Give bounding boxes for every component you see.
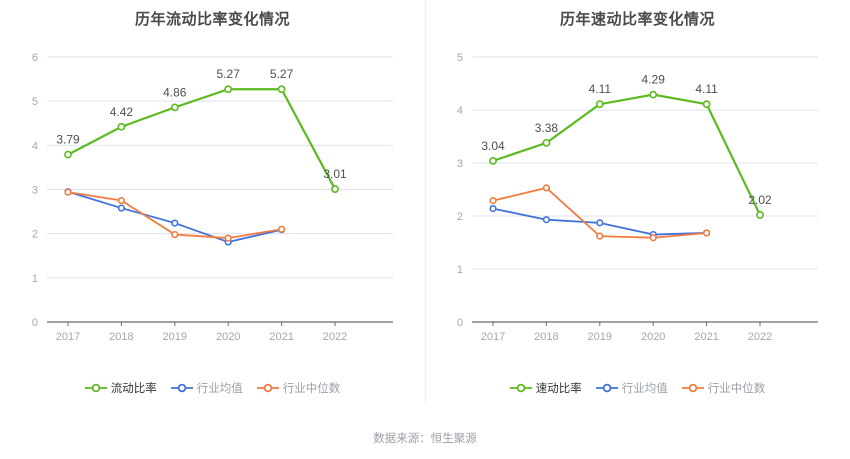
y-axis-tick: 0 — [457, 317, 463, 329]
legend-item-1[interactable]: 流动比率 — [84, 380, 157, 396]
y-axis-tick: 2 — [457, 211, 463, 223]
x-axis-tick: 2019 — [163, 331, 187, 343]
panel-quick-ratio: 历年速动比率变化情况 0 1 2 3 4 5 2017 2018 2019 2020 2021 202… — [425, 0, 850, 420]
x-axis-tick: 2020 — [641, 331, 665, 343]
y-axis-tick: 5 — [32, 96, 38, 108]
legend-current-ratio: 流动比率 行业均值 行业中位数 — [0, 380, 425, 396]
x-axis-tick: 2022 — [323, 331, 347, 343]
legend-item-2[interactable]: 行业均值 — [170, 380, 243, 396]
panel-current-ratio: 历年流动比率变化情况 0 1 2 3 4 5 6 2017 2018 2019 2020 2021 20… — [0, 0, 425, 420]
legend-label: 行业均值 — [621, 383, 668, 395]
legend-item-3[interactable]: 行业中位数 — [256, 380, 341, 396]
y-axis-tick: 0 — [32, 317, 38, 329]
legend-quick-ratio: 速动比率 行业均值 行业中位数 — [425, 380, 850, 396]
line-chart-quick-ratio: 0 1 2 3 4 5 2017 2018 2019 2020 2021 2022 3.04 3.38 4.… — [425, 0, 850, 360]
data-point-label: 3.38 — [535, 121, 559, 135]
legend-item-2[interactable]: 行业均值 — [595, 380, 668, 396]
data-point — [756, 211, 764, 219]
data-point — [64, 188, 72, 196]
chart-title-quick-ratio: 历年速动比率变化情况 — [559, 11, 715, 28]
legend-label: 流动比率 — [110, 383, 157, 395]
data-point-label: 3.79 — [56, 133, 80, 147]
x-axis-tick: 2017 — [481, 331, 505, 343]
data-point — [117, 196, 125, 205]
x-axis-tick: 2017 — [56, 331, 80, 343]
data-source-note: 数据来源：恒生聚源 — [373, 433, 477, 445]
data-point-label: 5.27 — [270, 67, 294, 81]
y-axis-tick: 3 — [32, 185, 38, 197]
data-point — [64, 150, 72, 159]
data-point — [595, 100, 604, 109]
legend-marker-icon — [681, 382, 704, 394]
data-point — [596, 219, 604, 227]
data-point — [278, 225, 286, 233]
legend-marker-icon — [84, 382, 107, 394]
data-point — [224, 85, 233, 94]
legend-marker-icon — [509, 382, 532, 394]
y-axis-tick: 3 — [457, 158, 463, 170]
y-axis-tick: 6 — [32, 52, 38, 64]
series-line — [66, 88, 337, 191]
y-axis-tick: 1 — [457, 264, 463, 276]
data-point-label: 4.42 — [110, 105, 134, 119]
legend-label: 行业中位数 — [282, 383, 341, 395]
data-point — [596, 232, 604, 240]
x-axis-tick: 2022 — [748, 331, 772, 343]
data-point-label: 5.27 — [217, 67, 241, 81]
data-point — [542, 216, 550, 224]
x-axis-tick: 2019 — [588, 331, 612, 343]
y-axis-tick: 4 — [32, 140, 38, 152]
data-point — [649, 234, 657, 242]
data-point — [489, 204, 497, 213]
panel-divider — [425, 0, 426, 405]
series-line — [491, 93, 762, 217]
data-point-label: 4.86 — [163, 85, 187, 99]
data-point — [489, 156, 497, 165]
data-point — [542, 138, 551, 147]
legend-marker-icon — [170, 382, 193, 394]
data-point — [277, 85, 286, 94]
data-point — [702, 100, 711, 109]
series-line — [492, 187, 708, 239]
legend-label: 速动比率 — [535, 383, 582, 395]
data-point — [117, 204, 125, 212]
data-point — [170, 103, 179, 112]
data-point — [331, 185, 339, 193]
data-point — [649, 90, 658, 99]
data-point-label: 4.29 — [642, 73, 666, 87]
data-point-label: 4.11 — [695, 82, 718, 96]
data-point-label: 2.02 — [748, 193, 772, 207]
legend-label: 行业均值 — [196, 383, 243, 395]
chart-title-current-ratio: 历年流动比率变化情况 — [134, 11, 290, 28]
y-axis-tick: 5 — [457, 52, 463, 64]
data-point-label: 3.04 — [481, 139, 505, 153]
data-point — [117, 122, 126, 131]
data-point — [703, 229, 711, 237]
y-axis-tick: 4 — [457, 105, 463, 117]
data-point — [224, 234, 232, 242]
x-axis-tick: 2020 — [216, 331, 240, 343]
x-axis-tick: 2021 — [269, 331, 293, 343]
y-axis-tick: 1 — [32, 273, 38, 285]
legend-item-3[interactable]: 行业中位数 — [681, 380, 766, 396]
line-chart-current-ratio: 0 1 2 3 4 5 6 2017 2018 2019 2020 2021 2022 3.79 4.42 4… — [0, 0, 425, 360]
legend-marker-icon — [595, 382, 618, 394]
legend-marker-icon — [256, 382, 279, 394]
legend-item-1[interactable]: 速动比率 — [509, 380, 582, 396]
data-point — [171, 219, 179, 227]
y-axis-tick: 2 — [32, 229, 38, 241]
data-point — [489, 197, 497, 205]
data-point — [171, 230, 179, 239]
data-point — [542, 184, 550, 192]
data-point-label: 3.01 — [323, 167, 347, 181]
data-point-label: 4.11 — [589, 82, 612, 96]
x-axis-tick: 2018 — [534, 331, 558, 343]
x-axis-tick: 2018 — [109, 331, 133, 343]
x-axis-tick: 2021 — [694, 331, 718, 343]
legend-label: 行业中位数 — [707, 383, 766, 395]
